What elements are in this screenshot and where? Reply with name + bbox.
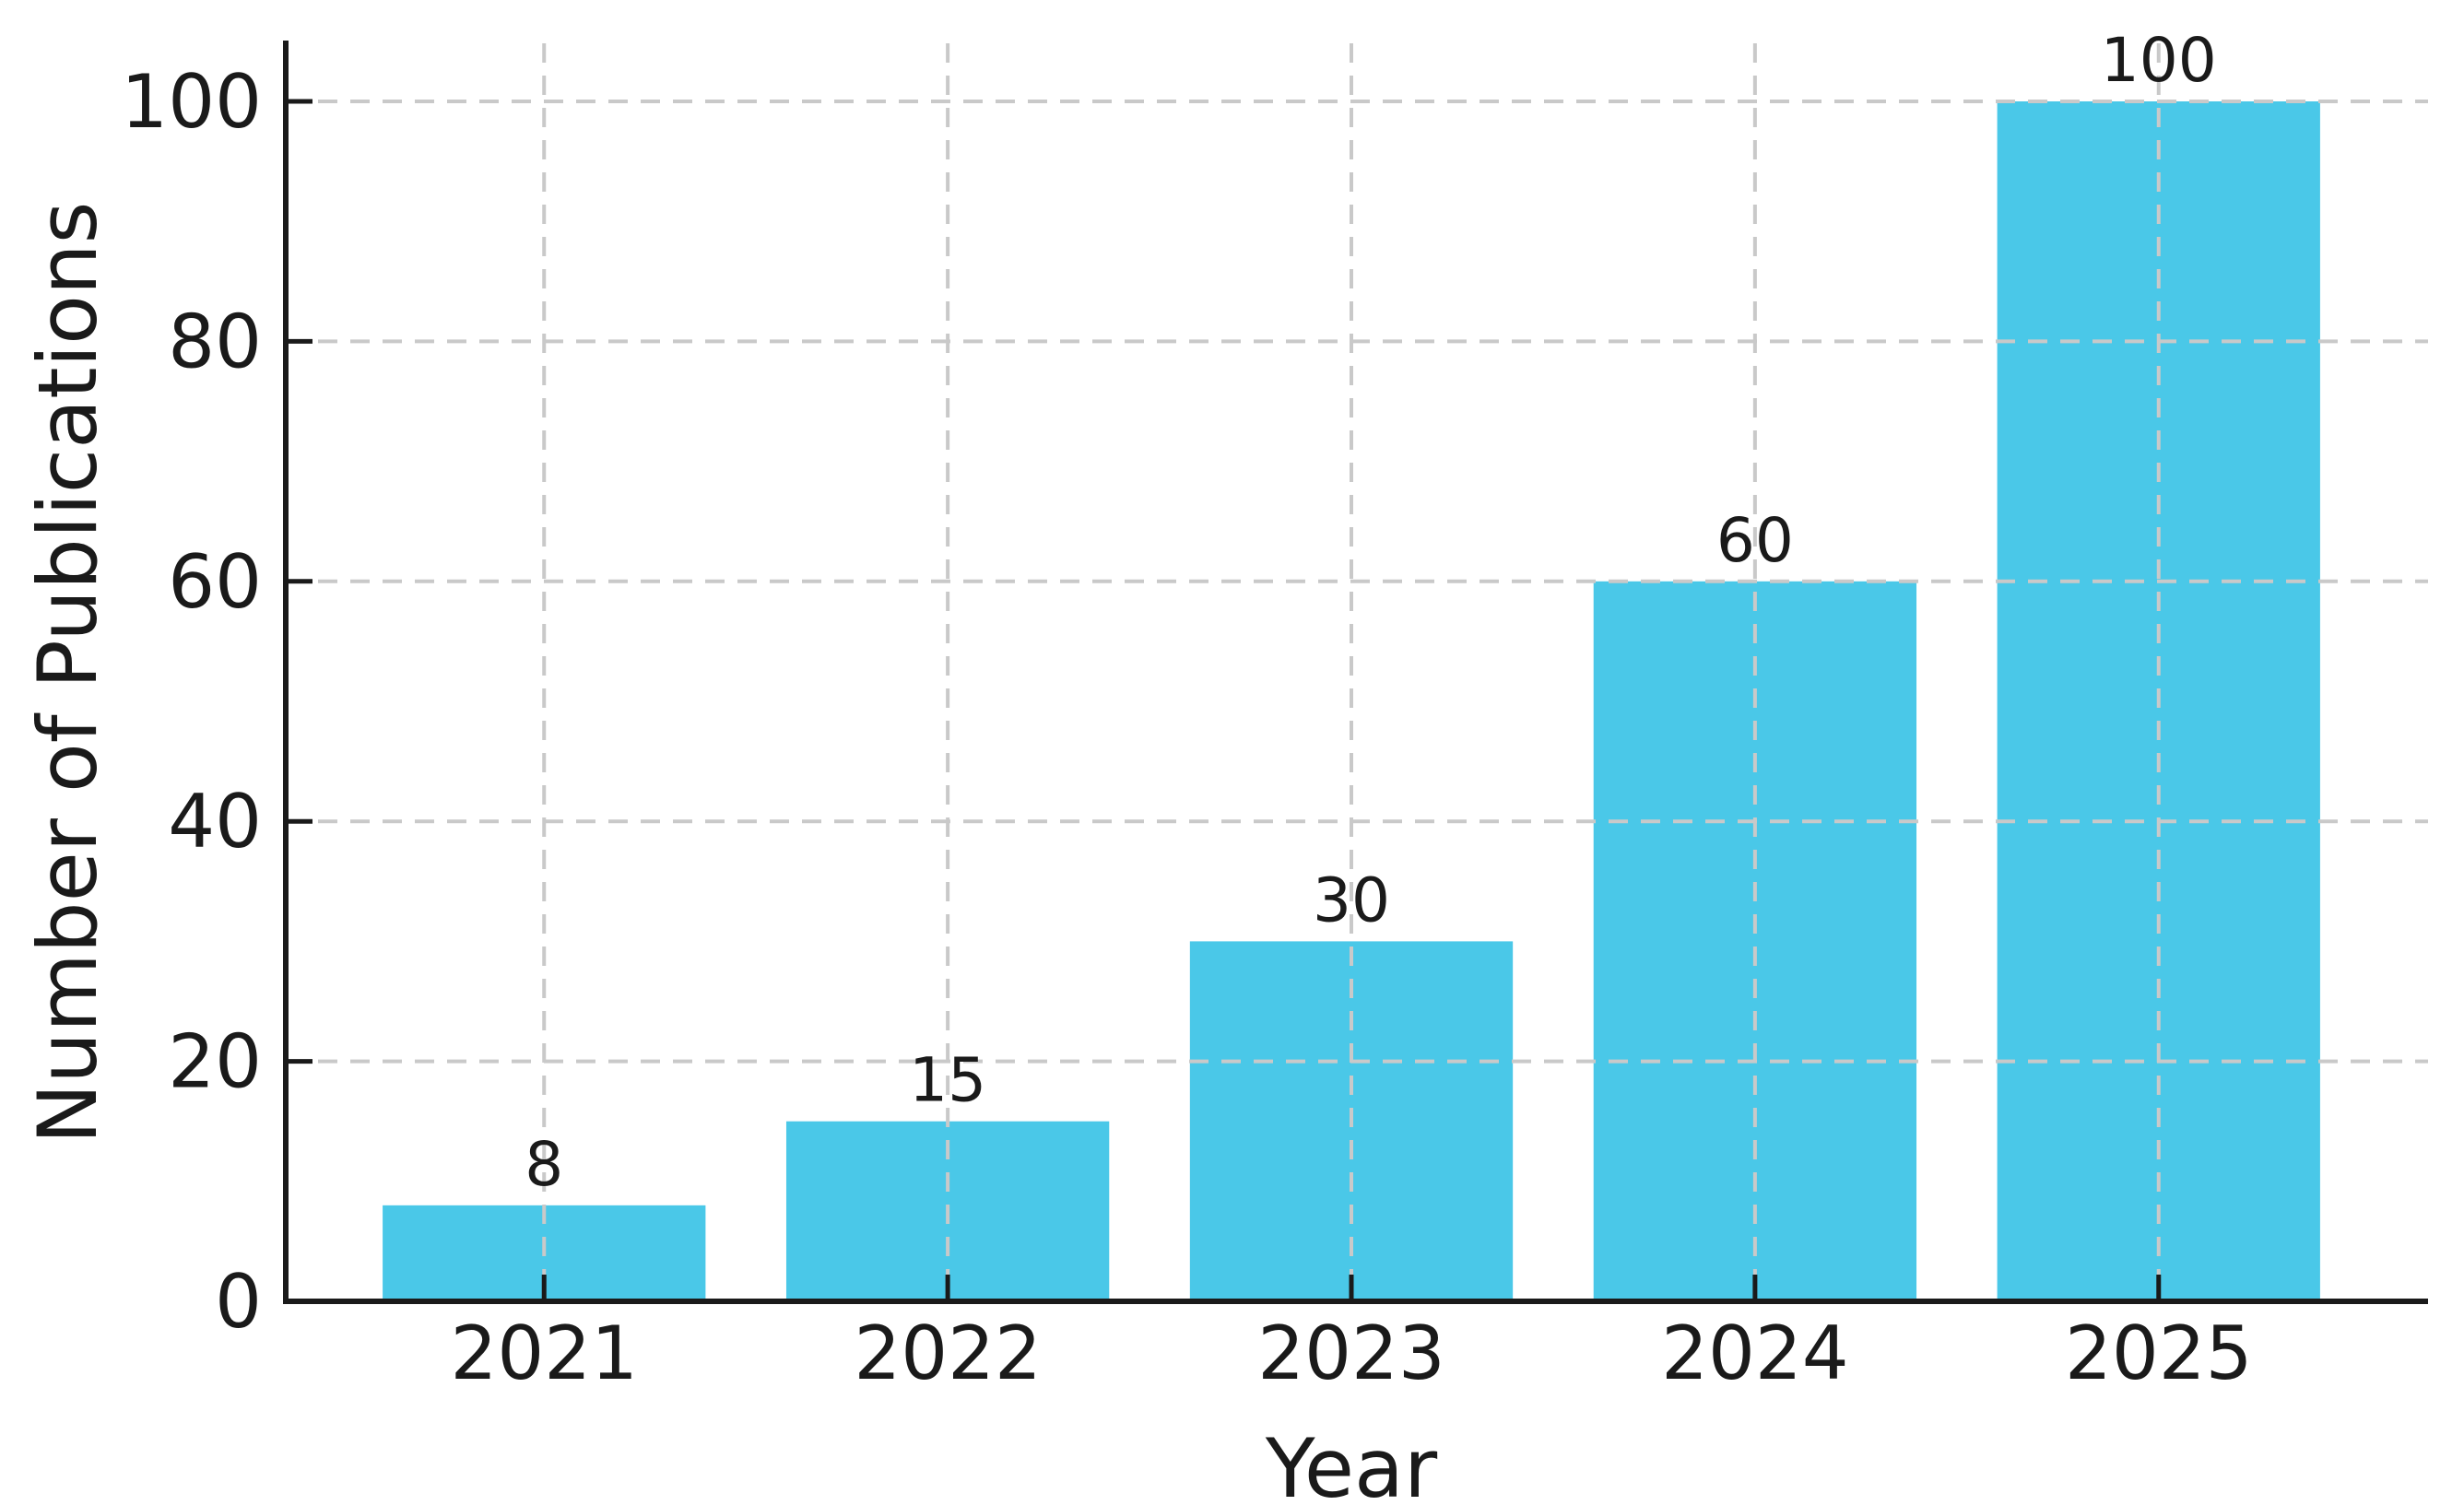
y-tick-label-0: 0 (215, 1259, 262, 1345)
bar-value-label-2025: 100 (2101, 25, 2217, 96)
x-axis-title: Year (1265, 1421, 1438, 1505)
y-tick-label-40: 40 (168, 779, 262, 864)
bar-value-label-2024: 60 (1716, 505, 1794, 576)
bar-value-label-2022: 15 (909, 1045, 986, 1116)
labels-group: 0 20 40 60 80 100 2021 2022 2023 2024 2025 8 15 30 60 1… (121, 25, 2252, 1396)
gridlines-group (286, 43, 2428, 1301)
y-tick-label-60: 60 (168, 539, 262, 625)
bar-value-label-2023: 30 (1313, 864, 1390, 935)
x-tick-label-2025: 2025 (2065, 1311, 2253, 1396)
x-tick-label-2023: 2023 (1257, 1311, 1445, 1396)
y-tick-label-20: 20 (168, 1019, 262, 1105)
x-tick-label-2022: 2022 (854, 1311, 1042, 1396)
axes-group (283, 41, 2428, 1304)
y-tick-label-80: 80 (168, 299, 262, 384)
x-tick-label-2024: 2024 (1661, 1311, 1849, 1396)
y-axis-title: Number of Publications (20, 201, 115, 1144)
bar-value-label-2021: 8 (525, 1129, 563, 1200)
y-tick-label-100: 100 (121, 59, 262, 145)
x-tick-label-2021: 2021 (450, 1311, 638, 1396)
